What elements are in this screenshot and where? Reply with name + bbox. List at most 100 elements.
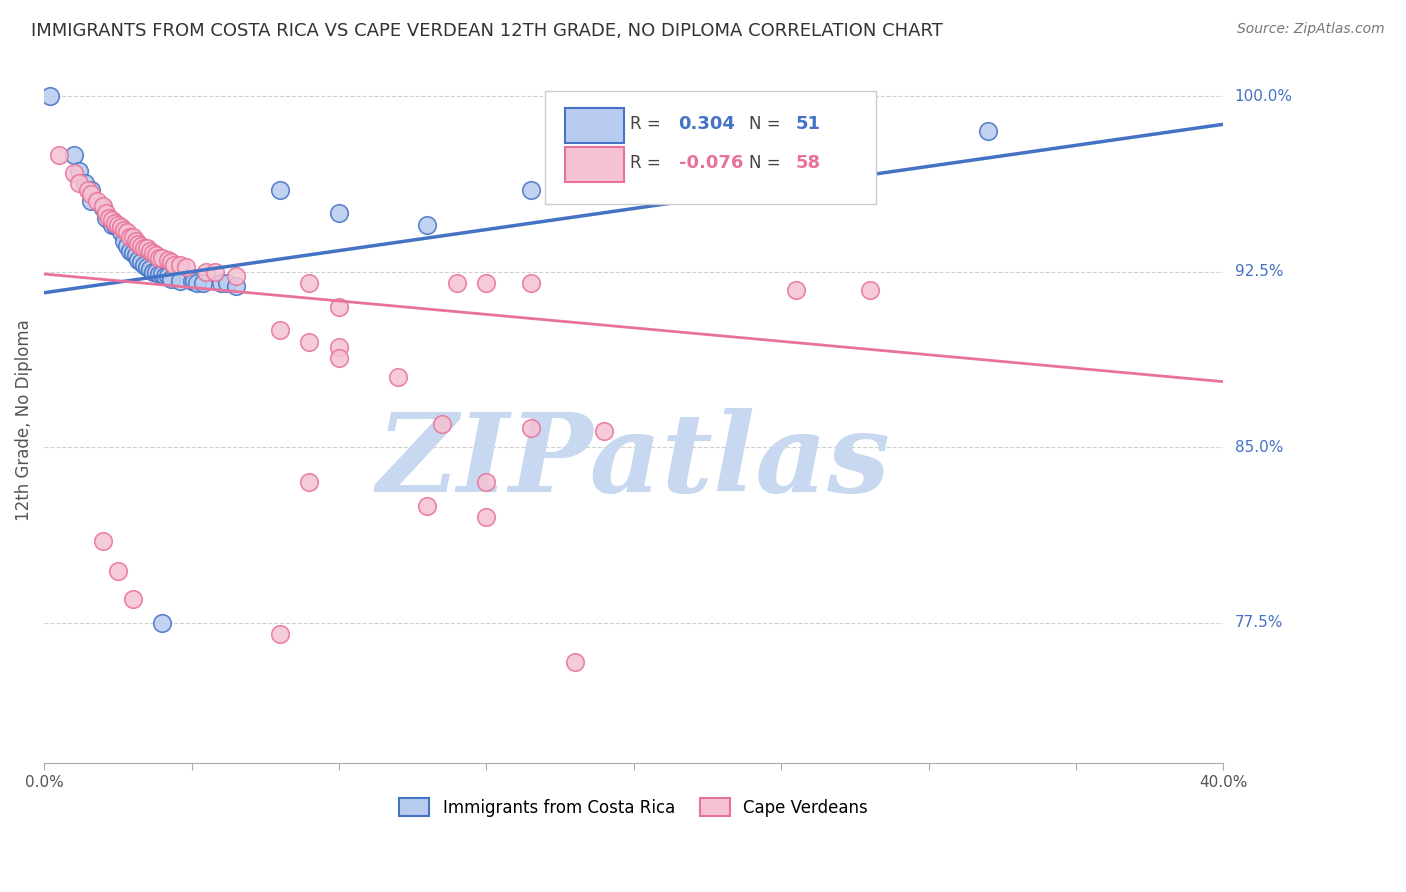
Point	[131, 255, 153, 269]
Point	[446, 277, 468, 291]
Point	[150, 615, 173, 630]
Point	[112, 234, 135, 248]
Point	[298, 277, 321, 291]
Text: 77.5%: 77.5%	[1234, 615, 1282, 631]
Point	[225, 269, 247, 284]
Point	[150, 267, 173, 281]
Point	[328, 340, 350, 354]
Text: N =: N =	[749, 115, 786, 133]
Point	[80, 183, 103, 197]
Text: 0.304: 0.304	[679, 115, 735, 133]
Point	[160, 271, 183, 285]
Point	[101, 218, 124, 232]
Point	[269, 323, 291, 337]
Point	[298, 334, 321, 349]
Point	[225, 278, 247, 293]
Legend: Immigrants from Costa Rica, Cape Verdeans: Immigrants from Costa Rica, Cape Verdean…	[392, 791, 875, 823]
Point	[142, 265, 165, 279]
Point	[785, 284, 807, 298]
Text: IMMIGRANTS FROM COSTA RICA VS CAPE VERDEAN 12TH GRADE, NO DIPLOMA CORRELATION CH: IMMIGRANTS FROM COSTA RICA VS CAPE VERDE…	[31, 22, 943, 40]
Point	[115, 225, 138, 239]
Y-axis label: 12th Grade, No Diploma: 12th Grade, No Diploma	[15, 319, 32, 521]
Point	[91, 533, 114, 548]
Point	[91, 202, 114, 216]
Point	[564, 656, 586, 670]
Point	[593, 424, 616, 438]
Point	[127, 236, 149, 251]
Point	[48, 147, 70, 161]
Point	[127, 252, 149, 267]
Point	[121, 229, 143, 244]
Point	[186, 277, 208, 291]
Point	[118, 229, 141, 244]
Point	[519, 421, 541, 435]
Text: R =: R =	[630, 154, 666, 172]
Point	[150, 251, 173, 265]
Point	[859, 284, 882, 298]
Point	[62, 147, 84, 161]
Point	[169, 258, 191, 272]
Point	[80, 187, 103, 202]
Text: 58: 58	[796, 154, 821, 172]
Point	[148, 251, 170, 265]
Point	[519, 183, 541, 197]
Point	[215, 277, 238, 291]
Point	[136, 260, 159, 274]
Point	[180, 274, 202, 288]
Point	[156, 252, 179, 267]
Text: 85.0%: 85.0%	[1234, 440, 1282, 455]
Point	[269, 627, 291, 641]
Point	[136, 241, 159, 255]
Point	[104, 218, 127, 232]
Point	[110, 220, 132, 235]
Point	[75, 176, 97, 190]
Point	[101, 213, 124, 227]
FancyBboxPatch shape	[565, 108, 624, 143]
Point	[195, 265, 218, 279]
Point	[145, 265, 167, 279]
Point	[193, 277, 215, 291]
Point	[121, 592, 143, 607]
Point	[475, 510, 498, 524]
Text: -0.076: -0.076	[679, 154, 742, 172]
Point	[328, 206, 350, 220]
Point	[328, 351, 350, 366]
Point	[183, 274, 205, 288]
Point	[107, 218, 129, 232]
Point	[86, 194, 108, 209]
Text: R =: R =	[630, 115, 666, 133]
Point	[139, 244, 162, 258]
Point	[475, 475, 498, 490]
Point	[416, 218, 439, 232]
Point	[416, 499, 439, 513]
Point	[139, 262, 162, 277]
Point	[131, 239, 153, 253]
Point	[69, 176, 91, 190]
Point	[169, 274, 191, 288]
Point	[163, 258, 186, 272]
Point	[148, 267, 170, 281]
Point	[204, 265, 226, 279]
Text: ZIPatlas: ZIPatlas	[377, 408, 891, 516]
Point	[328, 300, 350, 314]
Point	[160, 255, 183, 269]
Point	[387, 370, 409, 384]
Point	[115, 239, 138, 253]
Point	[118, 244, 141, 258]
Point	[62, 166, 84, 180]
Point	[112, 222, 135, 236]
Text: 92.5%: 92.5%	[1234, 264, 1284, 279]
Point	[156, 269, 179, 284]
FancyBboxPatch shape	[565, 147, 624, 182]
Text: N =: N =	[749, 154, 786, 172]
Point	[77, 183, 100, 197]
Point	[298, 475, 321, 490]
Point	[174, 260, 197, 274]
Point	[475, 277, 498, 291]
Point	[134, 258, 156, 272]
Point	[80, 194, 103, 209]
Point	[69, 164, 91, 178]
Text: 100.0%: 100.0%	[1234, 88, 1292, 103]
Point	[94, 206, 117, 220]
FancyBboxPatch shape	[546, 91, 876, 204]
